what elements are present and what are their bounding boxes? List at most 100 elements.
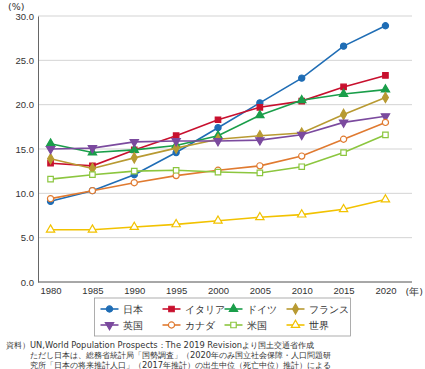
point xyxy=(89,188,95,194)
point xyxy=(172,220,180,227)
y-tick: 25.0 xyxy=(16,55,39,66)
series xyxy=(48,132,388,182)
point xyxy=(46,225,54,232)
series-line xyxy=(51,135,386,179)
x-tick-label: 1990 xyxy=(124,285,145,296)
x-tick-label: 1995 xyxy=(166,285,187,296)
legend-marker xyxy=(229,304,237,311)
point xyxy=(88,146,96,153)
y-tick-label: 15.0 xyxy=(16,144,35,155)
series-line xyxy=(51,122,386,198)
legend: 日本イタリアドイツフランス英国カナダ米国世界 xyxy=(95,298,351,336)
point xyxy=(215,169,220,174)
point xyxy=(299,153,305,159)
grid-line xyxy=(38,282,412,283)
plot xyxy=(46,23,389,232)
point xyxy=(299,164,304,169)
x-tick: 2010 xyxy=(292,282,313,296)
y-tick-label: 10.0 xyxy=(16,188,35,199)
point xyxy=(339,120,347,127)
point xyxy=(299,75,305,81)
legend-entry: フランス xyxy=(287,304,349,315)
point xyxy=(132,168,137,173)
point xyxy=(48,176,53,181)
point xyxy=(46,139,54,146)
point xyxy=(256,138,264,145)
x-tick: 2020 xyxy=(375,282,396,296)
y-tick-label: 0.0 xyxy=(21,277,34,288)
point xyxy=(130,222,138,229)
x-axis-line xyxy=(38,282,412,283)
x-tick: 1995 xyxy=(166,282,187,296)
legend-marker xyxy=(105,323,113,330)
x-tick-label: 1980 xyxy=(40,285,61,296)
series xyxy=(46,85,389,155)
source-note: 資料）UN,World Population Prospects：The 201… xyxy=(6,340,314,350)
point xyxy=(382,92,388,102)
point xyxy=(256,111,264,118)
legend-entry: 世界 xyxy=(287,320,329,331)
x-axis-label: (年) xyxy=(406,286,423,297)
legend-marker xyxy=(231,322,236,327)
point xyxy=(172,139,180,146)
point xyxy=(298,132,306,139)
point xyxy=(130,140,138,147)
series-line xyxy=(51,26,386,202)
grid-line xyxy=(38,16,412,17)
y-axis: 0.05.010.015.020.025.030.0 xyxy=(16,11,39,288)
y-tick-label: 25.0 xyxy=(16,55,35,66)
point xyxy=(89,188,95,194)
grid-line xyxy=(38,237,412,238)
point xyxy=(131,153,137,163)
point xyxy=(340,136,346,142)
x-tick: 1990 xyxy=(124,282,145,296)
legend-marker xyxy=(293,304,299,314)
point xyxy=(214,216,222,223)
point xyxy=(339,204,347,211)
series-line xyxy=(51,200,386,230)
point xyxy=(298,95,306,102)
grid-line xyxy=(38,60,412,61)
legend-entry: 日本 xyxy=(101,304,143,315)
legend-marker xyxy=(291,320,299,327)
x-tick-label: 2005 xyxy=(250,285,271,296)
point xyxy=(256,212,264,219)
source-note: 究所「日本の将来推計人口」（2017年推計）の出生中位（死亡中位）推計）による xyxy=(30,360,331,369)
series xyxy=(46,195,389,232)
y-tick-label: 30.0 xyxy=(16,11,35,22)
grid xyxy=(38,16,412,282)
series-line xyxy=(51,116,386,149)
point xyxy=(48,154,54,164)
y-axis-line xyxy=(38,17,39,283)
x-tick: 2000 xyxy=(208,282,229,296)
legend-label: 日本 xyxy=(123,304,143,315)
legend-entry: 米国 xyxy=(225,320,267,331)
legend-entry: 英国 xyxy=(101,320,143,331)
point xyxy=(341,109,347,119)
legend-box xyxy=(95,298,351,336)
point xyxy=(298,210,306,217)
legend-label: 世界 xyxy=(309,320,329,331)
point xyxy=(340,43,346,49)
point xyxy=(381,195,389,202)
notes: 資料）UN,World Population Prospects：The 201… xyxy=(6,340,331,369)
x-tick-label: 1985 xyxy=(82,285,103,296)
series xyxy=(46,114,389,154)
x-tick: 2005 xyxy=(250,282,271,296)
legend-marker xyxy=(106,306,112,312)
legend-label: 米国 xyxy=(247,320,267,331)
legend-label: 英国 xyxy=(123,320,143,331)
x-tick-label: 2020 xyxy=(375,285,396,296)
legend-label: イタリア xyxy=(185,304,225,315)
series-line xyxy=(51,75,386,165)
y-tick: 30.0 xyxy=(16,11,39,22)
legend-label: フランス xyxy=(309,304,349,315)
y-tick: 10.0 xyxy=(16,188,39,199)
legend-marker xyxy=(168,322,174,328)
point xyxy=(381,85,389,92)
legend-marker xyxy=(169,306,174,311)
point xyxy=(90,172,95,177)
x-axis: 198019851990199520002005201020152020 xyxy=(38,282,412,296)
point xyxy=(382,23,388,29)
x-tick: 1980 xyxy=(40,282,61,296)
